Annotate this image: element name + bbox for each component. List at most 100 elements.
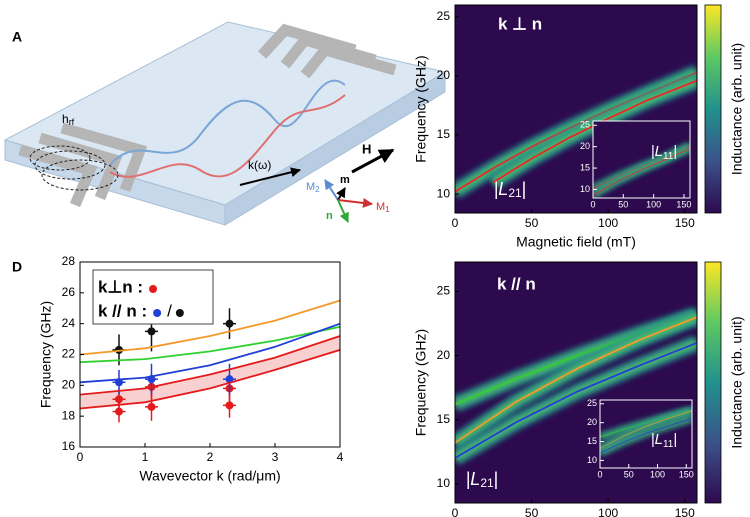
wave-blue <box>109 79 346 166</box>
inset-label-pre: |L <box>494 179 509 199</box>
x-tick-label: 100 <box>650 469 665 479</box>
line <box>80 325 340 364</box>
axes-frame <box>454 261 698 504</box>
x-tick-label: 50 <box>525 506 539 517</box>
y-tick-label: 15 <box>437 127 451 141</box>
y-tick-label: 25 <box>587 398 597 408</box>
line <box>492 79 697 184</box>
inset-label: |L11| <box>651 143 678 162</box>
panel-a-diagram: hrf k(ω) H m M2 M1 n <box>3 21 447 226</box>
y-tick-label: 15 <box>437 412 451 426</box>
k-arrow <box>239 167 301 186</box>
plot-area <box>80 262 340 447</box>
legend-marker <box>149 285 158 293</box>
x-tick-label: 3 <box>272 450 279 464</box>
inset-label-post: | <box>522 179 527 199</box>
x-tick-label: 50 <box>624 469 634 479</box>
panel-annotation: k // n <box>497 274 536 293</box>
x-tick-label: 150 <box>675 506 695 517</box>
label-m2: M2 <box>306 181 320 194</box>
point <box>115 345 123 354</box>
inset-label-post: | <box>673 143 677 160</box>
line <box>80 299 340 356</box>
x-tick-label: 100 <box>598 216 618 230</box>
legend-marker <box>153 309 162 317</box>
panel-label: A <box>12 29 22 45</box>
label-h: H <box>362 141 371 156</box>
y-tick-label: 10 <box>580 184 590 194</box>
x-tick-label: 0 <box>590 199 595 209</box>
inset-label-sub: 21 <box>508 186 522 200</box>
inset-label-sub: 21 <box>480 476 494 490</box>
inset-label: |L11| <box>651 431 678 450</box>
x-tick-label: 100 <box>646 199 661 209</box>
x-tick-label: 0 <box>452 216 459 230</box>
label-hrf: hrf <box>62 112 75 127</box>
x-tick-label: 150 <box>675 216 695 230</box>
colorbar-label: Inductance (arb. unit) <box>729 43 745 175</box>
axes-frame <box>592 120 691 199</box>
point <box>225 375 234 384</box>
inset-label-sub: 11 <box>663 439 674 450</box>
x-tick-label: 150 <box>676 199 691 209</box>
slab-side <box>224 71 446 226</box>
inset-label-sub: 11 <box>663 151 674 162</box>
label-m1: M1 <box>376 201 390 214</box>
y-axis-label: Frequency (GHz) <box>413 329 429 436</box>
line <box>600 418 692 454</box>
panel-label: D <box>12 259 22 275</box>
y-tick-label: 22 <box>62 347 76 361</box>
line <box>80 335 340 396</box>
y-axis-label: Frequency (GHz) <box>413 55 429 162</box>
x-axis-label: Wavevector k (rad/μm) <box>139 468 280 484</box>
waveguide-right <box>257 23 397 79</box>
y-tick-label: 20 <box>437 68 451 82</box>
label-k: k(ω) <box>248 158 271 172</box>
inset-label-pre: |L <box>651 143 663 160</box>
plot-area <box>593 121 690 198</box>
point <box>147 327 156 336</box>
colorbar <box>704 261 722 504</box>
m2-arrow <box>324 179 339 201</box>
y-tick-label: 10 <box>437 186 451 200</box>
x-tick-label: 150 <box>679 469 694 479</box>
colorbar <box>704 4 722 214</box>
y-tick-label: 10 <box>587 455 597 465</box>
h-arrow <box>351 148 395 174</box>
y-tick-label: 20 <box>62 378 76 392</box>
legend-marker <box>175 309 184 317</box>
y-tick-label: 25 <box>580 120 590 130</box>
inset-label-pre: |L <box>466 469 481 489</box>
m1-arrow <box>337 197 373 208</box>
colorbar-label: Inductance (arb. unit) <box>729 316 745 448</box>
line <box>455 341 697 459</box>
inset-label-pre: |L <box>651 431 663 448</box>
x-tick-label: 100 <box>598 506 618 517</box>
y-tick-label: 20 <box>587 417 597 427</box>
m-arrow <box>336 187 346 201</box>
inset-label-post: | <box>673 431 677 448</box>
line <box>593 147 690 196</box>
legend-box <box>92 269 214 325</box>
y-tick-label: 26 <box>62 285 76 299</box>
axes-frame <box>454 4 698 214</box>
inset-label: |L21| <box>494 179 527 200</box>
point <box>225 401 234 410</box>
y-tick-label: 20 <box>580 141 590 151</box>
wave-red <box>109 94 346 178</box>
x-tick-label: 0 <box>452 506 459 517</box>
legend-label: k // n : <box>98 301 147 320</box>
y-axis-label: Frequency (GHz) <box>38 301 54 408</box>
y-tick-label: 24 <box>62 316 76 330</box>
x-axis-label: Magnetic field (mT) <box>516 234 636 250</box>
legend-separator: / <box>167 301 172 320</box>
x-tick-label: 2 <box>207 450 214 464</box>
field-loops <box>29 145 119 191</box>
line <box>80 322 340 384</box>
label-m: m <box>340 174 350 186</box>
y-tick-label: 15 <box>587 436 597 446</box>
line <box>455 316 697 444</box>
y-tick-label: 25 <box>437 284 451 298</box>
